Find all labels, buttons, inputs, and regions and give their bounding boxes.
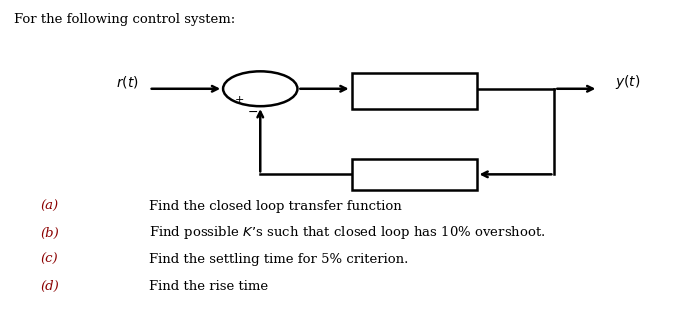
Text: (c): (c) xyxy=(41,253,58,267)
Text: $y(t)$: $y(t)$ xyxy=(615,74,641,91)
Text: (d): (d) xyxy=(41,280,59,294)
Text: (a): (a) xyxy=(41,199,59,213)
Text: $-$: $-$ xyxy=(247,105,258,118)
Text: For the following control system:: For the following control system: xyxy=(14,13,235,26)
Text: +: + xyxy=(235,95,245,105)
Text: (b): (b) xyxy=(41,226,59,240)
Text: Find the rise time: Find the rise time xyxy=(149,280,268,294)
Bar xyxy=(352,158,477,190)
Text: $r(t)$: $r(t)$ xyxy=(116,74,139,90)
Bar xyxy=(352,73,477,109)
Text: $s + 6$: $s + 6$ xyxy=(397,167,431,181)
Text: $K$: $K$ xyxy=(408,77,420,91)
Text: Find possible $K$’s such that closed loop has 10% overshoot.: Find possible $K$’s such that closed loo… xyxy=(149,224,546,242)
Text: Find the closed loop transfer function: Find the closed loop transfer function xyxy=(149,199,402,213)
Text: Find the settling time for 5% criterion.: Find the settling time for 5% criterion. xyxy=(149,253,408,267)
Text: $s(s{+}2)$: $s(s{+}2)$ xyxy=(395,95,433,108)
